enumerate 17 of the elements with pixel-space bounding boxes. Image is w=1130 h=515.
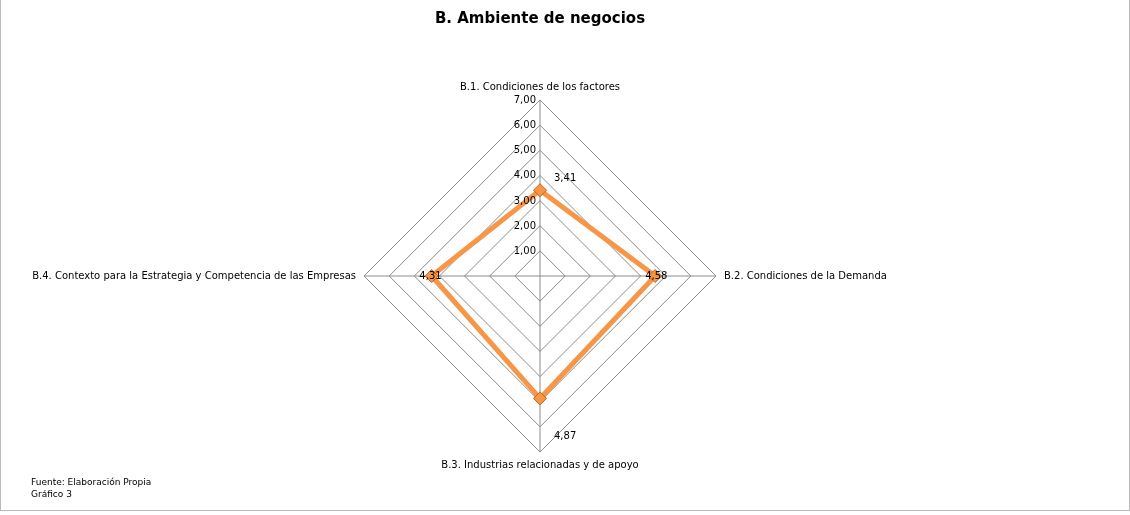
text: 4,87: [554, 430, 577, 442]
text: Gráfico 3: [31, 489, 72, 499]
spoke-label: B.2. Condiciones de la Demanda: [724, 270, 887, 281]
text: 3,41: [554, 172, 577, 184]
text: 4,31: [419, 270, 442, 281]
text: 4,58: [645, 270, 668, 281]
y-tick-label: 5,00: [513, 144, 536, 156]
y-tick-label: 6,00: [513, 119, 536, 131]
y-tick-label: 1,00: [513, 244, 536, 256]
spoke-label: B.3. Industrias relacionadas y de apoyo: [441, 459, 639, 470]
y-tick-label: 7,00: [513, 94, 536, 105]
y-tick-label: 4,00: [513, 169, 536, 181]
y-tick-label: 2,00: [513, 219, 536, 231]
source-note: Fuente: Elaboración Propia: [31, 477, 152, 487]
spoke-label: B.1. Condiciones de los factores: [460, 81, 620, 92]
spoke-label: B.4. Contexto para la Estrategia y Competencia de las Empresas: [32, 270, 356, 281]
chart-title: B. Ambiente de negocios: [434, 9, 646, 27]
